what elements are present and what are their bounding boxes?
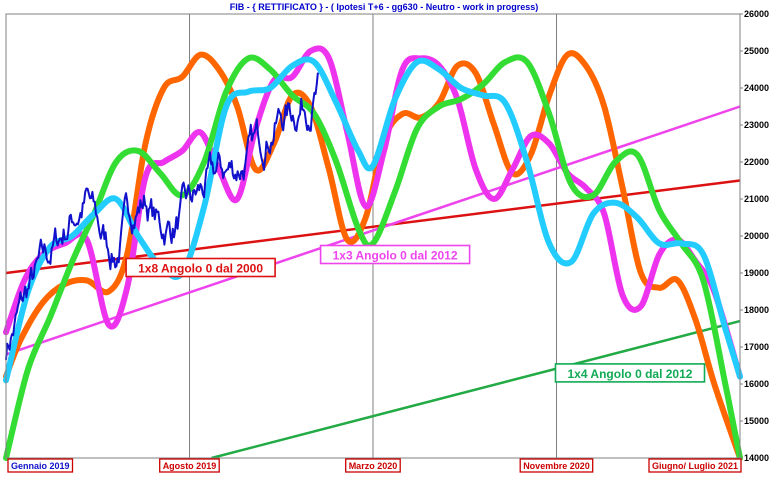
y-tick-label: 21000 [744, 194, 769, 204]
series-line-3 [3, 54, 743, 461]
trend-label-3: 1x4 Angolo 0 dal 2012 [554, 363, 706, 383]
x-label-3: Marzo 2020 [345, 458, 401, 473]
y-tick-label: 24000 [744, 83, 769, 93]
y-tick-label: 25000 [744, 46, 769, 56]
x-label-text: Giugno/ Luglio 2021 [652, 461, 738, 471]
y-tick-label: 26000 [744, 9, 769, 19]
trend-label-text: 1x4 Angolo 0 dal 2012 [568, 367, 693, 381]
y-axis: 14000 15000 16000 17000 18000 19000 20000 21000… [740, 9, 769, 463]
y-tick-label: 18000 [744, 305, 769, 315]
x-label-box [519, 458, 594, 473]
series-line-2 [3, 45, 743, 380]
x-label-text: Gennaio 2019 [11, 461, 70, 471]
trend-label-1: 1x8 Angolo 0 dal 2000 [125, 257, 276, 278]
trend-annotations: 1x8 Angolo 0 dal 2000 1x3 Angolo 0 dal 20… [125, 244, 706, 383]
y-tick-label: 17000 [744, 342, 769, 352]
x-label-5: Giugno/ Luglio 2021 [648, 458, 742, 473]
trend-label-text: 1x8 Angolo 0 dal 2000 [138, 262, 263, 276]
x-label-1: Gennaio 2019 [7, 458, 74, 473]
y-tick-label: 23000 [744, 120, 769, 130]
x-label-box [345, 458, 401, 473]
x-label-2: Agosto 2019 [159, 458, 220, 473]
actual-price-line [5, 72, 319, 360]
y-tick-label: 20000 [744, 231, 769, 241]
grid [189, 14, 557, 458]
x-axis: Gennaio 2019 Agosto 2019 Marzo 2020 Novembr… [7, 458, 742, 473]
x-label-box [159, 458, 220, 473]
trend-line-3 [211, 319, 741, 460]
x-label-text: Novembre 2020 [523, 461, 590, 471]
x-label-box [7, 458, 74, 473]
trend-label-box [554, 363, 706, 383]
x-label-4: Novembre 2020 [519, 458, 594, 473]
trend-label-box [319, 244, 471, 265]
x-label-box [648, 458, 742, 473]
trend-label-box [125, 257, 276, 278]
trend-label-2: 1x3 Angolo 0 dal 2012 [319, 244, 471, 265]
x-label-text: Marzo 2020 [349, 461, 398, 471]
chart-title: FIB - { RETTIFICATO } - ( Ipotesi T+6 - … [230, 2, 538, 12]
trend-line-2 [5, 105, 741, 356]
x-label-text: Agosto 2019 [163, 461, 217, 471]
y-tick-label: 15000 [744, 416, 769, 426]
trend-label-text: 1x3 Angolo 0 dal 2012 [333, 249, 458, 263]
y-tick-label: 16000 [744, 379, 769, 389]
y-tick-label: 14000 [744, 453, 769, 463]
y-tick-label: 22000 [744, 157, 769, 167]
y-tick-label: 19000 [744, 268, 769, 278]
actual-price-series [5, 72, 319, 360]
